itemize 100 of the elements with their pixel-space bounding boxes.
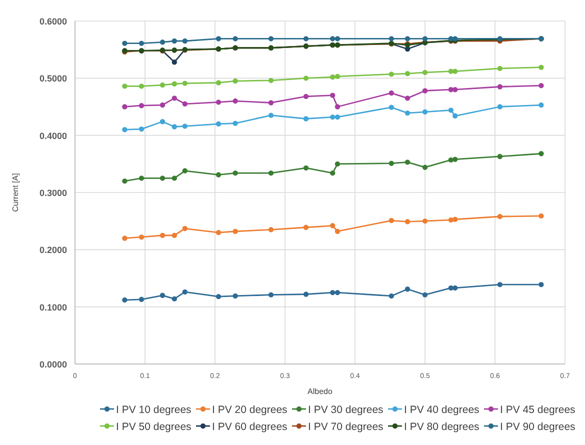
point	[232, 228, 238, 234]
point	[232, 170, 238, 176]
point	[388, 160, 394, 166]
legend-label: I PV 10 degrees	[116, 404, 192, 416]
y-tick-label: 0.2000	[39, 245, 67, 256]
point	[334, 290, 340, 296]
point	[497, 66, 502, 72]
point	[422, 292, 428, 298]
point	[138, 126, 144, 132]
legend-label: I PV 40 degrees	[404, 404, 480, 416]
point	[122, 40, 128, 46]
point	[172, 38, 177, 44]
point	[160, 82, 166, 88]
point	[452, 285, 458, 291]
point	[452, 113, 458, 118]
point	[268, 227, 274, 232]
legend-label: I PV 50 degrees	[116, 421, 192, 433]
point	[334, 114, 340, 120]
point	[538, 151, 544, 156]
point	[138, 103, 144, 108]
point	[268, 170, 274, 176]
legend-label: I PV 45 degrees	[500, 404, 576, 416]
point	[232, 98, 238, 104]
point	[303, 165, 309, 171]
point	[388, 90, 394, 96]
point	[388, 104, 394, 110]
point	[122, 236, 128, 241]
point	[497, 282, 502, 288]
point	[334, 161, 340, 167]
point	[216, 230, 222, 236]
point	[303, 224, 309, 230]
y-axis-title: Current [A]	[11, 173, 20, 212]
point	[303, 36, 309, 42]
legend-label: I PV 70 degrees	[308, 421, 384, 433]
point	[160, 292, 166, 298]
point	[182, 168, 188, 174]
point	[216, 80, 222, 86]
point	[182, 38, 188, 44]
point	[216, 100, 222, 105]
point	[404, 160, 410, 165]
point	[404, 286, 410, 292]
point	[182, 289, 188, 295]
point	[404, 110, 410, 116]
point	[172, 176, 177, 181]
point	[330, 114, 336, 120]
point	[303, 76, 309, 81]
point	[334, 74, 340, 80]
point	[232, 120, 238, 126]
point	[232, 36, 238, 42]
point	[122, 84, 128, 89]
point	[216, 172, 222, 178]
point	[334, 36, 340, 42]
point	[138, 176, 144, 181]
point	[448, 108, 454, 113]
point	[160, 102, 166, 108]
point	[330, 223, 336, 228]
legend-label: I PV 60 degrees	[212, 421, 288, 433]
point	[138, 84, 144, 89]
point	[538, 102, 544, 108]
point	[216, 294, 222, 300]
point	[172, 296, 177, 302]
point	[172, 81, 177, 86]
point	[452, 87, 458, 92]
point	[422, 164, 428, 170]
point	[422, 109, 428, 114]
point	[182, 124, 188, 129]
point	[232, 78, 238, 84]
point	[330, 36, 336, 42]
point	[216, 36, 222, 42]
point	[404, 70, 410, 76]
point	[138, 234, 144, 240]
point	[330, 170, 336, 176]
point	[268, 36, 274, 42]
point	[388, 36, 394, 42]
point	[334, 104, 340, 110]
point	[160, 119, 166, 124]
point	[330, 290, 336, 296]
point	[388, 218, 394, 224]
point	[538, 213, 544, 219]
point	[268, 78, 274, 84]
point	[182, 80, 188, 86]
point	[160, 232, 166, 238]
point	[452, 156, 458, 162]
point	[303, 292, 309, 297]
point	[122, 104, 128, 110]
point	[303, 116, 309, 122]
point	[388, 72, 394, 77]
point	[422, 36, 428, 42]
legend-label: I PV 90 degrees	[500, 421, 576, 433]
legend-label: I PV 20 degrees	[212, 404, 288, 416]
point	[160, 40, 166, 45]
point	[422, 218, 428, 224]
point	[422, 88, 428, 94]
point	[122, 297, 128, 303]
y-tick-label: 0.3000	[39, 188, 67, 198]
point	[160, 176, 166, 181]
point	[404, 219, 410, 224]
point	[138, 296, 144, 302]
y-tick-label: 0.0000	[39, 360, 67, 370]
point	[497, 154, 502, 160]
